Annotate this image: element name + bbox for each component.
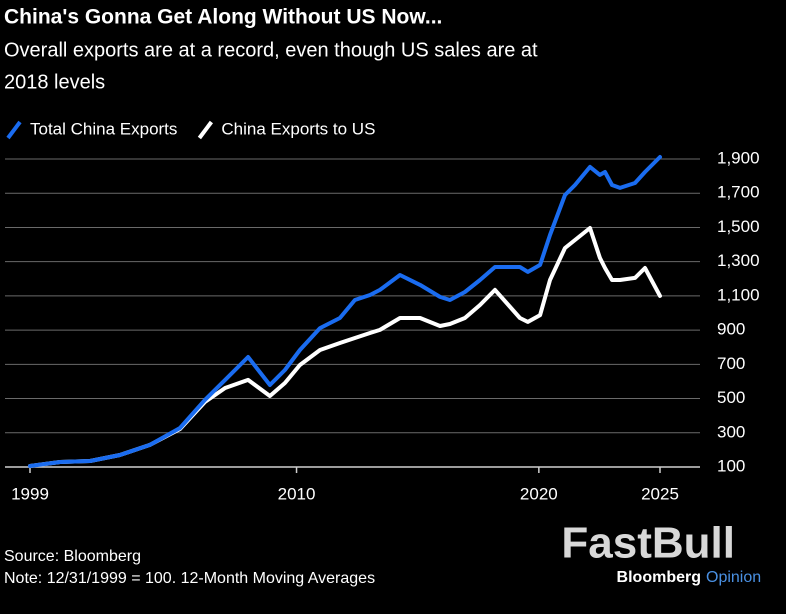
chart-subtitle: Overall exports are at a record, even th… <box>4 39 538 61</box>
watermark: FastBull <box>561 519 735 568</box>
series-line <box>28 155 662 468</box>
legend-label: China Exports to US <box>221 119 375 138</box>
watermark: Opinion <box>706 569 761 586</box>
chart-title: China's Gonna Get Along Without US Now..… <box>4 6 442 29</box>
y-tick-label: 1,300 <box>717 251 760 270</box>
y-tick-label: 900 <box>717 320 745 339</box>
y-tick-label: 500 <box>717 388 745 407</box>
x-tick-label: 2025 <box>641 484 679 503</box>
y-tick-label: 100 <box>717 456 745 475</box>
x-tick-label: 2020 <box>520 484 558 503</box>
y-tick-label: 700 <box>717 354 745 373</box>
x-tick-label: 2010 <box>278 484 316 503</box>
watermark: Bloomberg <box>617 569 701 586</box>
legend-label: Total China Exports <box>30 119 177 138</box>
y-tick-label: 1,700 <box>717 183 760 202</box>
note: Note: 12/31/1999 = 100. 12-Month Moving … <box>4 570 375 587</box>
y-tick-label: 1,500 <box>717 217 760 236</box>
y-tick-label: 300 <box>717 422 745 441</box>
x-tick-label: 1999 <box>11 484 49 503</box>
source: Source: Bloomberg <box>4 548 141 565</box>
series-line <box>28 226 662 468</box>
y-tick-label: 1,100 <box>717 285 760 304</box>
y-tick-label: 1,900 <box>717 149 760 168</box>
legend-swatch <box>197 120 214 140</box>
legend-swatch <box>6 120 22 140</box>
chart-subtitle: 2018 levels <box>4 71 105 93</box>
